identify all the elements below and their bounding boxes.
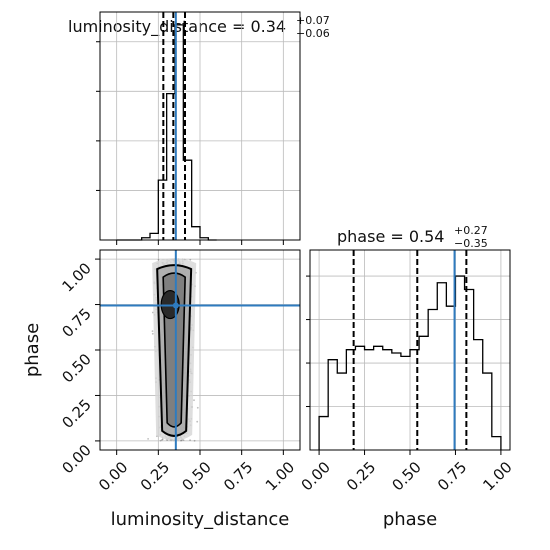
- phase-title-plus: +0.27: [454, 224, 488, 237]
- scatter-point: [196, 420, 199, 423]
- y-tick-label-phase-2: 0.50: [58, 350, 94, 386]
- scatter-point: [151, 311, 154, 314]
- scatter-point: [151, 330, 154, 332]
- x-tick-label-ld-3: 0.75: [220, 458, 256, 494]
- y-tick-label-phase-4: 1.00: [58, 259, 94, 295]
- x-tick-label-ld-1: 0.25: [137, 458, 173, 494]
- ld-title: luminosity_distance = 0.34: [68, 17, 286, 37]
- phase-title: phase = 0.54: [337, 227, 444, 246]
- x-tick-label-phase-4: 1.00: [479, 458, 515, 494]
- scatter-point: [159, 439, 162, 442]
- phase-hist-steps: [318, 275, 502, 450]
- scatter-point: [196, 406, 199, 409]
- scatter-point: [156, 435, 158, 438]
- phase-histogram-panel: [306, 249, 511, 455]
- scatter-point: [182, 439, 185, 441]
- x-axis-label-phase: phase: [383, 509, 437, 530]
- scatter-point: [193, 439, 196, 442]
- x-tick-label-ld-0: 0.00: [95, 458, 131, 494]
- y-tick-label-phase-3: 0.75: [58, 305, 94, 341]
- y-tick-label-phase-1: 0.25: [58, 396, 94, 432]
- x-tick-label-phase-1: 0.25: [343, 458, 379, 494]
- scatter-point: [193, 399, 195, 402]
- scatter-point: [147, 438, 150, 440]
- x-tick-label-ld-4: 1.00: [262, 458, 298, 494]
- tick-labels: 0.00 0.000.00 0.25 0.250.250.50 0.500.500.75…: [58, 259, 515, 494]
- scatter-point: [157, 258, 160, 261]
- x-tick-label-phase-0: 0.00: [298, 458, 334, 494]
- scatter-point: [151, 332, 154, 335]
- scatter-point: [189, 258, 192, 261]
- x-tick-label-phase-2: 0.50: [388, 458, 424, 494]
- phase-title-minus: −0.35: [454, 237, 488, 250]
- ld-hist-steps: [116, 24, 217, 241]
- ld-title-plus: +0.07: [296, 14, 330, 27]
- joint-scatter-panel: [95, 249, 301, 455]
- x-tick-label-ld-2: 0.50: [178, 458, 214, 494]
- y-axis-label-phase: phase: [22, 323, 43, 377]
- scatter-point: [189, 439, 192, 441]
- x-axis-label-ld: luminosity_distance: [111, 509, 290, 530]
- x-tick-label-phase-3: 0.75: [434, 458, 470, 494]
- scatter-point: [161, 439, 163, 441]
- ld-histogram-panel: [96, 11, 301, 245]
- ld-title-minus: −0.06: [296, 27, 330, 40]
- y-tick-label-phase-0: 0.00: [58, 441, 94, 477]
- joint-truth-point: [172, 302, 179, 309]
- scatter-point: [161, 438, 164, 441]
